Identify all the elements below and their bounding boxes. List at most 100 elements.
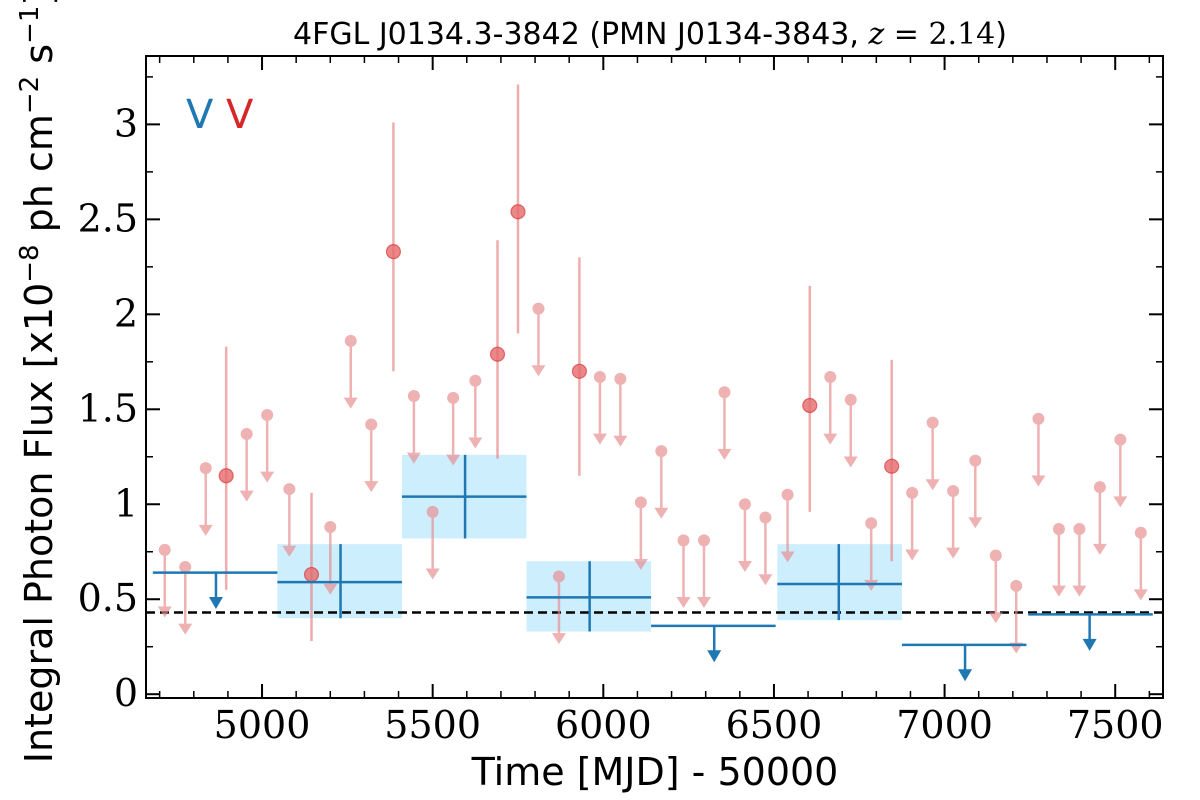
red-upper-limit-arrow: [239, 490, 254, 502]
red-upper-limit-point: [969, 454, 982, 467]
red-upper-limit-point: [240, 427, 253, 440]
red-upper-limit: [343, 334, 358, 409]
red-upper-limit: [592, 371, 607, 445]
red-upper-limit-arrow: [843, 456, 858, 468]
red-upper-limit-point: [261, 408, 274, 421]
blue-upper-limit-arrow: [707, 650, 722, 663]
red-upper-limit-arrow: [198, 524, 213, 536]
red-upper-limit: [1009, 579, 1024, 654]
red-upper-limit-point: [906, 486, 919, 499]
red-upper-limit-arrow: [737, 560, 752, 572]
red-upper-limit-point: [469, 374, 482, 387]
red-upper-limit-point: [407, 389, 420, 402]
x-axis-label: Time [MJD] - 50000: [471, 750, 839, 794]
red-upper-limit-point: [718, 386, 731, 399]
red-upper-limit-point: [926, 416, 939, 429]
plot-frame: [145, 55, 1164, 699]
red-upper-limit-point: [447, 391, 460, 404]
red-upper-limit-arrow: [823, 433, 838, 445]
red-upper-limit-point: [199, 462, 212, 475]
red-upper-limit-point: [655, 445, 668, 458]
blue-upper-limit: [1028, 613, 1153, 651]
red-upper-limit-arrow: [988, 612, 1003, 624]
y-tick-label: 3: [114, 101, 138, 145]
red-upper-limit-point: [1134, 526, 1147, 539]
axis-ticks: 5000 5500 6000 6500 7000 7500 0 0.5 1 1.5 2 2.5 3: [78, 56, 1164, 747]
red-upper-limit: [676, 534, 691, 609]
red-upper-limit-point: [614, 372, 627, 385]
y-tick-label: 0: [114, 671, 138, 715]
red-upper-limit-point: [365, 418, 378, 431]
chart-title: 4FGL J0134.3-3842 (PMN J0134-3843, z = 2…: [293, 17, 1007, 52]
x-tick-label: 7000: [896, 703, 993, 747]
red-detection: [884, 359, 900, 562]
red-upper-limit-arrow: [696, 597, 711, 609]
red-upper-limit-arrow: [178, 623, 193, 635]
red-upper-limit-point: [426, 505, 439, 518]
red-upper-limit-arrow: [946, 547, 961, 559]
red-upper-limit-point: [1010, 579, 1023, 592]
red-upper-limit: [780, 488, 795, 563]
red-upper-limit: [282, 483, 297, 557]
x-tick-label: 7500: [1067, 703, 1164, 747]
red-upper-limit-point: [344, 334, 357, 347]
red-upper-limit-point: [324, 521, 337, 534]
red-upper-limit-point: [1114, 433, 1127, 446]
x-tick-label: 5000: [214, 703, 311, 747]
red-upper-limit: [1113, 433, 1128, 508]
red-upper-limit: [531, 302, 546, 377]
red-upper-limit: [425, 505, 440, 580]
red-upper-limit-arrow: [905, 549, 920, 561]
red-upper-limit-arrow: [1051, 585, 1066, 597]
blue-detection: [526, 561, 652, 632]
red-upper-limit-point: [759, 511, 772, 524]
red-upper-limit: [717, 386, 732, 460]
red-upper-limit-point: [697, 534, 710, 547]
red-upper-limit-arrow: [282, 545, 297, 557]
red-upper-limit: [823, 371, 838, 445]
red-upper-limit: [239, 427, 254, 502]
red-upper-limit: [1092, 481, 1107, 555]
blue-upper-limit: [901, 643, 1027, 682]
red-upper-limit-arrow: [1092, 543, 1107, 555]
y-tick-label: 0.5: [78, 576, 138, 620]
red-upper-limit-arrow: [157, 606, 172, 618]
y-tick-label: 1.5: [78, 386, 138, 430]
red-upper-limit-arrow: [780, 551, 795, 563]
red-upper-limit: [654, 445, 669, 519]
red-upper-limit: [468, 374, 483, 449]
red-upper-limit-arrow: [613, 435, 628, 447]
red-upper-limit-arrow: [260, 471, 275, 483]
red-upper-limit-arrow: [551, 633, 566, 645]
red-upper-limit-arrow: [717, 448, 732, 460]
red-upper-limit: [843, 393, 858, 468]
red-upper-limit-point: [283, 483, 296, 496]
red-upper-limit: [905, 486, 920, 561]
red-upper-limit-point: [634, 496, 647, 509]
red-upper-limit: [323, 521, 338, 595]
red-upper-limit-point: [677, 534, 690, 547]
red-upper-limit-point: [552, 570, 565, 583]
red-upper-limit: [364, 418, 379, 493]
red-upper-limit: [1133, 526, 1148, 601]
y-tick-label: 2.5: [78, 196, 138, 240]
blue-detection: [777, 544, 902, 621]
red-upper-limit-arrow: [1031, 475, 1046, 487]
red-upper-limit-point: [532, 302, 545, 315]
red-upper-limit-arrow: [968, 517, 983, 529]
red-upper-limit: [633, 496, 648, 571]
red-upper-limit-arrow: [323, 583, 338, 595]
red-upper-limit: [968, 454, 983, 529]
red-upper-limit-arrow: [425, 568, 440, 580]
red-upper-limit-arrow: [468, 437, 483, 449]
red-detection-point: [510, 204, 526, 220]
x-tick-label: 5500: [384, 703, 481, 747]
x-tick-label: 6000: [555, 703, 652, 747]
red-upper-limit-point: [158, 543, 171, 556]
red-detection: [385, 122, 402, 372]
red-upper-limit-arrow: [633, 559, 648, 571]
red-upper-limit-point: [1032, 412, 1045, 425]
blue-upper-limit-arrow: [1082, 638, 1097, 651]
red-upper-limit-arrow: [758, 574, 773, 586]
